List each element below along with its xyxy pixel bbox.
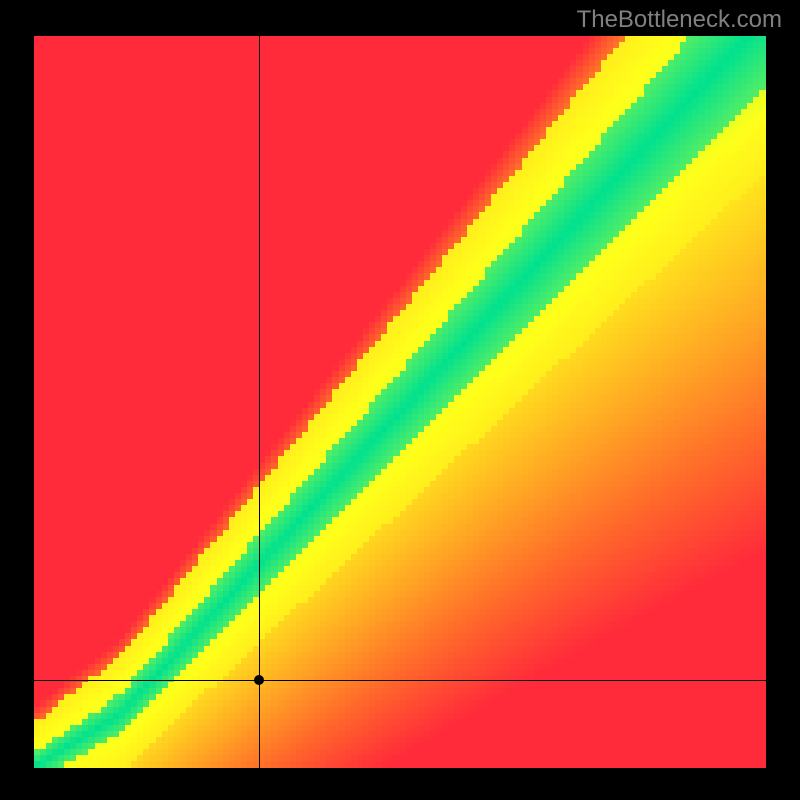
- crosshair-marker: [254, 675, 264, 685]
- chart-frame: TheBottleneck.com: [0, 0, 800, 800]
- watermark-text: TheBottleneck.com: [577, 6, 782, 34]
- crosshair-vertical: [259, 36, 260, 768]
- crosshair-horizontal: [34, 680, 766, 681]
- bottleneck-heatmap: [34, 36, 766, 768]
